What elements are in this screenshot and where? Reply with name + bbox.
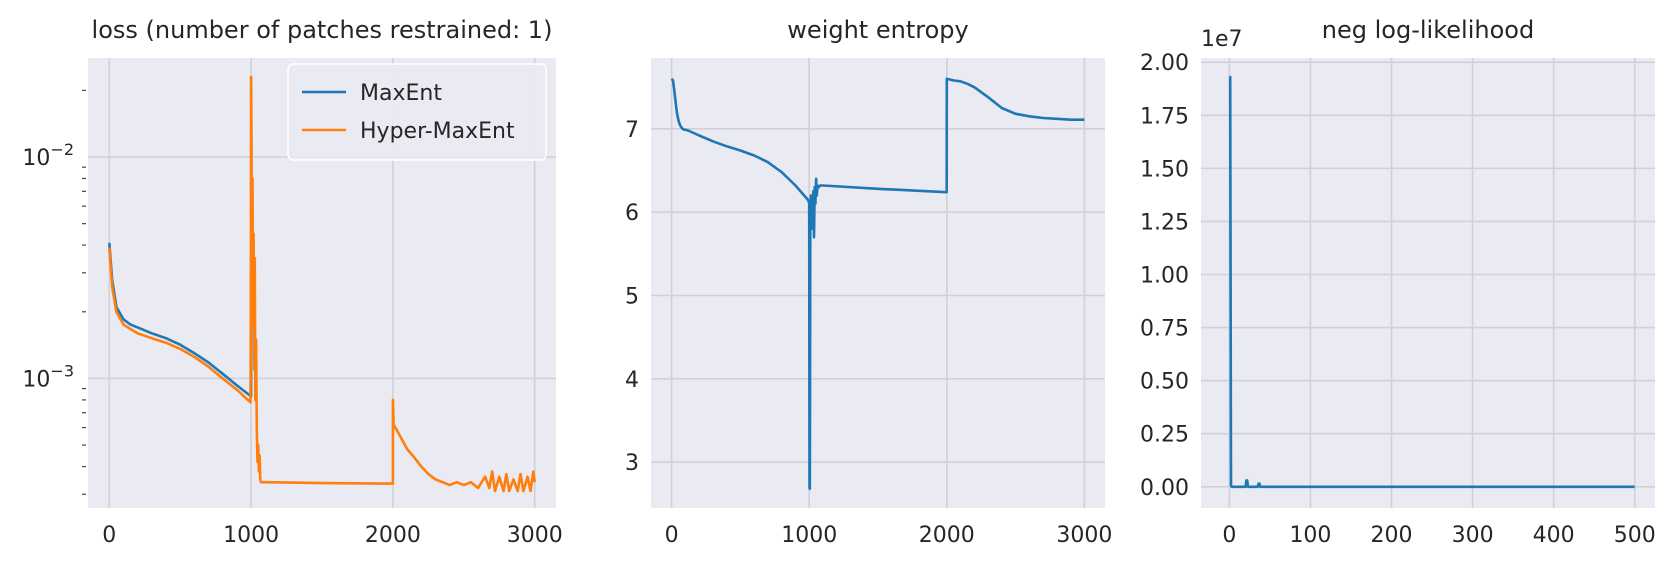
y-tick-label: 4 bbox=[625, 368, 639, 393]
legend: MaxEnt Hyper-MaxEnt bbox=[287, 63, 547, 161]
series-line bbox=[1228, 75, 1635, 489]
legend-label: MaxEnt bbox=[360, 81, 442, 106]
legend-label: Hyper-MaxEnt bbox=[360, 119, 515, 144]
y-tick-label: 0.00 bbox=[1140, 476, 1189, 501]
x-tick-label: 3000 bbox=[1056, 523, 1112, 548]
chart-title: loss (number of patches restrained: 1) bbox=[92, 16, 553, 44]
x-tick-label: 500 bbox=[1614, 523, 1656, 548]
x-tick-label: 100 bbox=[1289, 523, 1331, 548]
y-tick-label: 6 bbox=[625, 201, 639, 226]
weight-entropy-panel: 0 1000 2000 3000 3 4 5 6 7 weight entropy bbox=[625, 16, 1112, 548]
series-group bbox=[108, 75, 536, 493]
series-line bbox=[670, 77, 1085, 491]
x-tick-label: 1000 bbox=[781, 523, 837, 548]
x-tick-label: 0 bbox=[665, 523, 679, 548]
y-tick-label: 1.25 bbox=[1140, 210, 1189, 235]
legend-box bbox=[287, 63, 547, 161]
series-line-hyper-maxent bbox=[108, 75, 536, 493]
y-tick-label: 2.00 bbox=[1140, 51, 1189, 76]
y-tick-label: 3 bbox=[625, 451, 639, 476]
offset-text: 1e7 bbox=[1201, 27, 1243, 52]
y-tick-label: 1.75 bbox=[1140, 104, 1189, 129]
x-tick-label: 200 bbox=[1371, 523, 1413, 548]
y-tick-label: 0.75 bbox=[1140, 317, 1189, 342]
x-tick-label: 2000 bbox=[919, 523, 975, 548]
y-tick-label: 0.50 bbox=[1140, 370, 1189, 395]
y-tick-label: 1.00 bbox=[1140, 264, 1189, 289]
y-tick-label: 0.25 bbox=[1140, 423, 1189, 448]
chart-title: neg log-likelihood bbox=[1322, 16, 1534, 44]
x-tick-label: 2000 bbox=[365, 523, 421, 548]
x-tick-label: 300 bbox=[1452, 523, 1494, 548]
y-tick-label: 5 bbox=[625, 285, 639, 310]
chart-title: weight entropy bbox=[787, 16, 968, 44]
loss-panel: 0 1000 2000 3000 10−3 10−2 loss (number of pat… bbox=[22, 16, 562, 548]
x-tick-label: 400 bbox=[1533, 523, 1575, 548]
neg-log-likelihood-panel: 0 100 200 300 400 500 0.00 0.25 0.50 0.75 1.00 1.25… bbox=[1140, 16, 1656, 548]
x-tick-label: 0 bbox=[1222, 523, 1236, 548]
x-tick-label: 0 bbox=[102, 523, 116, 548]
series-line-maxent bbox=[108, 242, 253, 398]
series-group bbox=[670, 77, 1085, 491]
y-tick-label: 10−2 bbox=[22, 140, 74, 171]
y-tick-label: 10−3 bbox=[22, 361, 74, 392]
y-tick-label: 1.50 bbox=[1140, 157, 1189, 182]
x-tick-label: 1000 bbox=[223, 523, 279, 548]
y-tick-label: 7 bbox=[625, 118, 639, 143]
x-tick-label: 3000 bbox=[507, 523, 563, 548]
series-group bbox=[1228, 75, 1635, 489]
plot-area bbox=[651, 58, 1105, 508]
plot-area bbox=[1201, 58, 1655, 508]
